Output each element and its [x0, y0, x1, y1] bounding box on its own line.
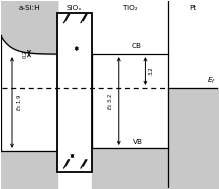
- Text: ΔVB 1.6: ΔVB 1.6: [64, 146, 69, 166]
- Text: SiOₓ: SiOₓ: [67, 5, 82, 11]
- Text: 3.2: 3.2: [149, 67, 154, 75]
- Text: 2 nm: 2 nm: [67, 167, 82, 171]
- Text: TiO₂: TiO₂: [123, 5, 138, 11]
- Text: CB: CB: [131, 43, 141, 50]
- Text: $E_0$ 1.9: $E_0$ 1.9: [15, 94, 24, 111]
- Text: a-Si:H: a-Si:H: [18, 5, 40, 11]
- Text: 0.2: 0.2: [22, 49, 27, 58]
- Text: VB: VB: [133, 139, 143, 145]
- Text: $E_0$ 3.2: $E_0$ 3.2: [107, 93, 115, 110]
- Text: ΔCB 0.3: ΔCB 0.3: [80, 38, 85, 59]
- Text: Pt: Pt: [190, 5, 197, 11]
- Bar: [57, 13, 92, 172]
- Text: $E_f$: $E_f$: [207, 76, 216, 86]
